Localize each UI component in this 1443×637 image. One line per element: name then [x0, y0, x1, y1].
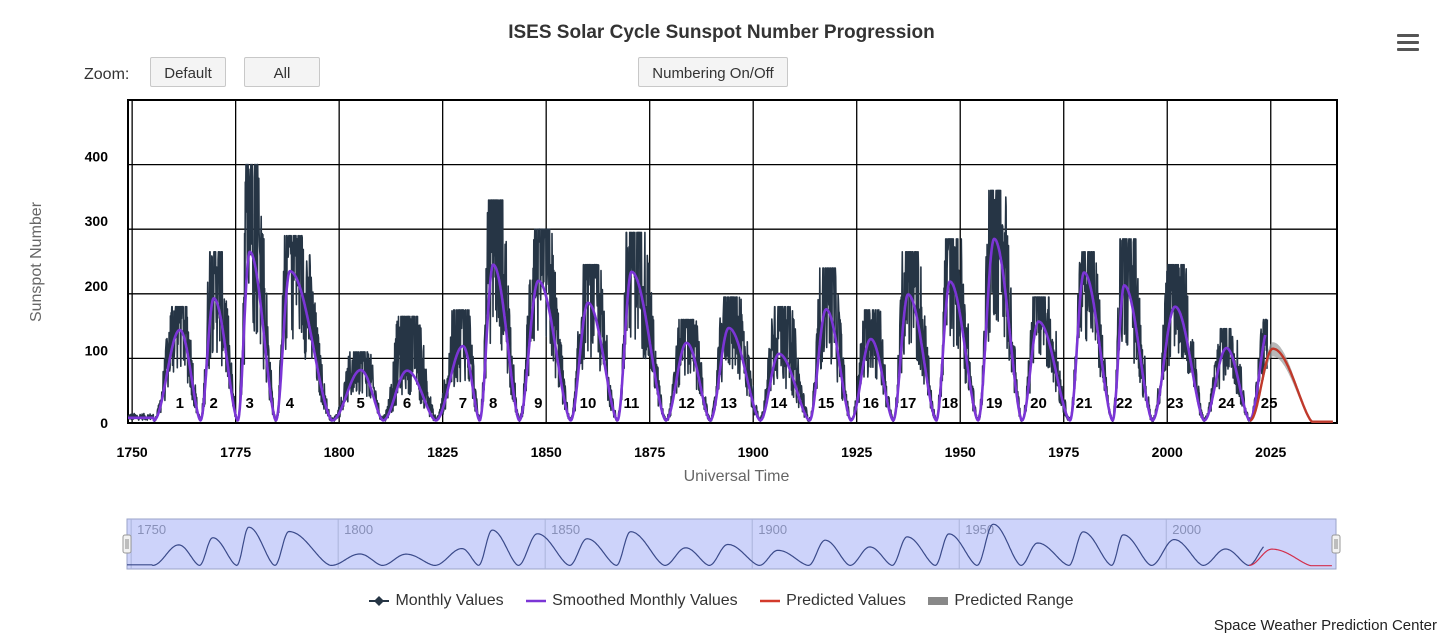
navigator-handle-right[interactable]	[1331, 534, 1341, 554]
cycle-number-label: 17	[900, 395, 917, 412]
y-tick-label: 100	[85, 342, 109, 358]
zoom-default-button[interactable]: Default	[150, 57, 226, 87]
cycle-number-label: 12	[678, 395, 695, 412]
cycle-number-label: 13	[720, 395, 737, 412]
cycle-number-label: 15	[818, 395, 835, 412]
smoothed-values-series	[127, 237, 1267, 422]
chart-title: ISES Solar Cycle Sunspot Number Progress…	[508, 22, 935, 43]
legend-label: Monthly Values	[395, 592, 504, 609]
cycle-number-label: 5	[357, 395, 365, 412]
cycle-number-label: 14	[771, 395, 788, 412]
cycle-number-label: 20	[1030, 395, 1047, 412]
line-icon	[526, 594, 547, 608]
zoom-all-button[interactable]: All	[244, 57, 320, 87]
cycle-number-label: 23	[1167, 395, 1184, 412]
cycle-number-label: 21	[1076, 395, 1093, 412]
navigator-predicted-series	[1249, 548, 1332, 567]
cycle-number-label: 19	[986, 395, 1003, 412]
legend-label: Predicted Values	[786, 592, 906, 609]
zoom-label: Zoom:	[84, 66, 130, 83]
navigator-tick-label: 1850	[551, 522, 580, 537]
y-tick-label: 0	[100, 415, 108, 431]
x-tick-label: 2025	[1255, 444, 1286, 460]
legend-monthly-values[interactable]: Monthly Values	[369, 592, 504, 610]
cycle-number-label: 1	[176, 395, 184, 412]
navigator-tick-label: 1750	[137, 522, 166, 537]
legend-smoothed-values[interactable]: Smoothed Monthly Values	[526, 592, 738, 610]
diamond-line-icon	[369, 594, 390, 608]
numbering-toggle-button[interactable]: Numbering On/Off	[638, 57, 788, 87]
x-tick-label: 1850	[531, 444, 562, 460]
legend-label: Smoothed Monthly Values	[552, 592, 738, 609]
bar-icon	[928, 594, 949, 608]
cycle-number-label: 8	[489, 395, 497, 412]
cycle-number-label: 22	[1116, 395, 1133, 412]
y-axis-title: Sunspot Number	[28, 201, 45, 322]
x-tick-label: 1750	[117, 444, 148, 460]
cycle-number-label: 25	[1261, 395, 1278, 412]
x-tick-label: 1925	[841, 444, 872, 460]
cycle-number-label: 18	[942, 395, 959, 412]
y-tick-label: 300	[85, 213, 109, 229]
cycle-number-label: 2	[210, 395, 218, 412]
cycle-number-label: 4	[286, 395, 295, 412]
x-axis-title: Universal Time	[684, 468, 790, 485]
y-tick-label: 200	[85, 278, 109, 294]
hamburger-menu-icon[interactable]	[1394, 30, 1422, 58]
x-tick-label: 1975	[1048, 444, 1079, 460]
navigator-tick-label: 1950	[965, 522, 994, 537]
legend-predicted-range[interactable]: Predicted Range	[928, 592, 1074, 610]
x-tick-label: 1900	[738, 444, 769, 460]
navigator-handle-left[interactable]	[122, 534, 132, 554]
cycle-number-label: 24	[1218, 395, 1235, 412]
x-tick-label: 1875	[634, 444, 665, 460]
cycle-number-label: 9	[534, 395, 542, 412]
cycle-number-label: 11	[624, 395, 640, 412]
x-tick-label: 1775	[220, 444, 251, 460]
cycle-number-label: 7	[459, 395, 467, 412]
navigator-series	[127, 523, 1264, 567]
cycle-number-label: 16	[862, 395, 879, 412]
x-tick-label: 1950	[945, 444, 976, 460]
y-tick-label: 400	[85, 149, 109, 165]
line-icon	[760, 594, 781, 608]
cycle-number-label: 10	[580, 395, 597, 412]
legend-label: Predicted Range	[954, 592, 1074, 609]
legend-predicted-values[interactable]: Predicted Values	[760, 592, 906, 610]
x-tick-label: 1800	[324, 444, 355, 460]
cycle-number-label: 3	[246, 395, 254, 412]
navigator-tick-label: 1900	[758, 522, 787, 537]
cycle-number-label: 6	[403, 395, 411, 412]
credit-text: Space Weather Prediction Center	[1213, 617, 1437, 634]
x-tick-label: 1825	[427, 444, 458, 460]
navigator-tick-label: 1800	[344, 522, 373, 537]
x-tick-label: 2000	[1152, 444, 1183, 460]
navigator-tick-label: 2000	[1172, 522, 1201, 537]
chart-legend: Monthly Values Smoothed Monthly Values P…	[0, 592, 1443, 613]
predicted-values-series	[1250, 347, 1333, 423]
